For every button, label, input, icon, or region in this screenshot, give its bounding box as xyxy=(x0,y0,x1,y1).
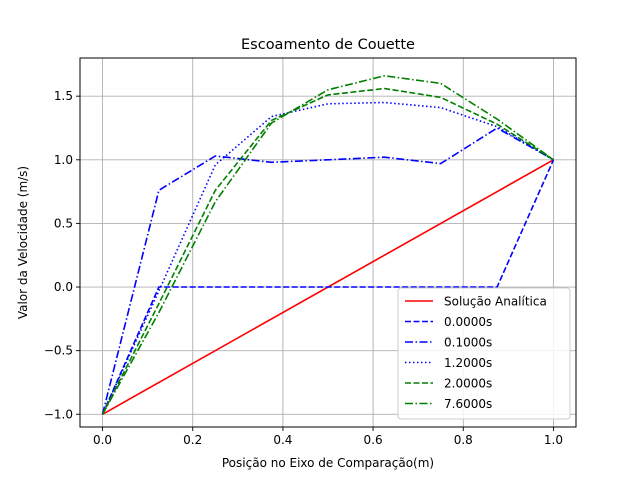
legend-label-2: 0.1000s xyxy=(444,336,492,350)
y-tick-label: −0.5 xyxy=(44,344,73,358)
y-tick-label: 1.5 xyxy=(54,89,73,103)
x-tick-label: 0.8 xyxy=(454,433,473,447)
legend-box xyxy=(397,287,571,420)
tick-marks: 0.0 0.2 0.4 0.6 0.8 1.0 −1.0 −0.5 0.0 0.5 1.0 1.5 xyxy=(44,89,563,447)
plot-frame xyxy=(79,57,577,428)
legend-label-1: 0.0000s xyxy=(444,315,492,329)
series-lines xyxy=(101,75,555,415)
legend: Solução Analítica 0.0000s 0.1000s 1.2000s 2.… xyxy=(397,287,571,420)
x-tick-label: 0.2 xyxy=(183,433,202,447)
y-tick-label: 1.0 xyxy=(54,153,73,167)
legend-label-5: 7.6000s xyxy=(444,397,492,411)
series-line-1 xyxy=(101,159,555,415)
series-line-2 xyxy=(101,127,554,415)
y-tick-label: 0.0 xyxy=(54,280,73,294)
y-tick-label: 0.5 xyxy=(54,216,73,230)
x-tick-label: 0.0 xyxy=(93,433,112,447)
y-tick-label: −1.0 xyxy=(44,407,73,421)
x-tick-label: 1.0 xyxy=(544,433,563,447)
legend-label-4: 2.0000s xyxy=(444,377,492,391)
chart-title: Escoamento de Couette xyxy=(241,37,415,53)
x-tick-label: 0.6 xyxy=(364,433,383,447)
series-line-4 xyxy=(101,87,554,415)
x-tick-label: 0.4 xyxy=(273,433,292,447)
x-axis-label: Posição no Eixo de Comparação(m) xyxy=(222,456,434,470)
y-axis-label: Valor da Velocidade (m/s) xyxy=(16,166,30,319)
legend-label-3: 1.2000s xyxy=(444,356,492,370)
series-line-5 xyxy=(101,75,554,415)
legend-label-0: Solução Analítica xyxy=(444,295,547,309)
